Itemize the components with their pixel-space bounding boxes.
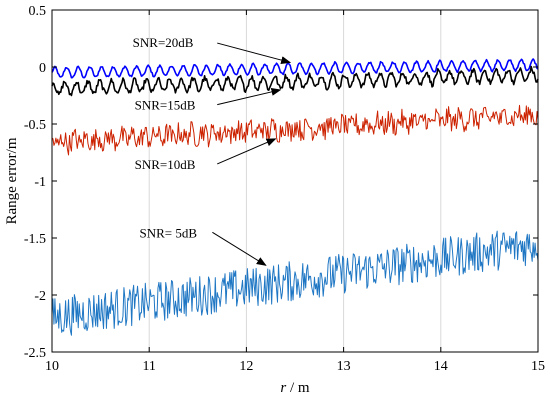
annotation-arrow xyxy=(217,42,292,64)
x-tick-label: 13 xyxy=(337,359,351,374)
y-tick-label: -1 xyxy=(34,175,46,190)
series-line-1 xyxy=(51,58,539,79)
x-axis-label: r / m xyxy=(280,380,310,396)
y-tick-label: -2 xyxy=(34,289,46,304)
annotation-label: SNR=10dB xyxy=(135,157,196,172)
series-layer xyxy=(51,58,539,336)
axis-ticks: 10 11 12 13 14 15 0.5 0 -0.5 -1 -1.5 -2 -2.5 xyxy=(24,4,545,374)
x-axis-variable: r xyxy=(280,380,286,396)
y-tick-label: -1.5 xyxy=(24,232,46,247)
x-tick-label: 11 xyxy=(142,359,155,374)
annotation-label: SNR=20dB xyxy=(133,35,194,50)
annotation-label: SNR= 5dB xyxy=(139,225,197,240)
y-axis-label: Range error/m xyxy=(4,137,20,224)
annotation-label: SNR=15dB xyxy=(135,98,196,113)
series-line-3 xyxy=(51,104,539,156)
annotation-arrow xyxy=(217,138,277,165)
annotation-arrow xyxy=(212,231,267,266)
series-line-2 xyxy=(51,65,539,97)
x-tick-label: 14 xyxy=(434,359,448,374)
x-tick-label: 15 xyxy=(531,359,545,374)
x-axis-unit: / m xyxy=(286,380,310,396)
y-tick-label: -0.5 xyxy=(24,118,46,133)
annotation-arrow xyxy=(217,87,282,106)
y-tick-label: 0.5 xyxy=(29,4,47,19)
x-tick-label: 10 xyxy=(45,359,59,374)
grid-lines xyxy=(148,10,442,352)
y-tick-label: 0 xyxy=(39,61,46,76)
series-line-4 xyxy=(51,230,539,336)
x-tick-label: 12 xyxy=(239,359,253,374)
annotations: SNR=20dB SNR=15dB SNR=10dB SNR= 5dB xyxy=(133,35,292,266)
y-tick-label: -2.5 xyxy=(24,346,46,361)
